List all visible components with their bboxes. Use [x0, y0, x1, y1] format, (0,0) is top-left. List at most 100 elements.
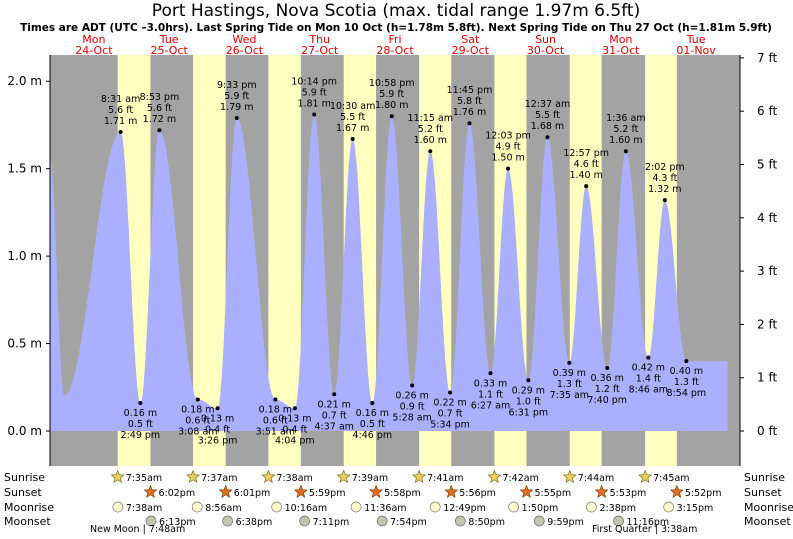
tide-label: 1.76 m: [453, 107, 486, 118]
tide-label: 1.67 m: [336, 123, 369, 134]
tide-label: 1.71 m: [104, 116, 137, 127]
day-date: 27-Oct: [301, 44, 339, 57]
day-name: Fri: [388, 33, 401, 46]
sunset-icon: [218, 484, 233, 498]
low-tide-point: [488, 371, 493, 376]
tide-label: 0.16 m: [356, 408, 389, 419]
tide-label: 8:53 pm: [140, 92, 180, 103]
high-tide-point: [118, 129, 123, 134]
tide-label: 0.6 ft: [263, 416, 288, 427]
tide-label: 3:51 am: [256, 427, 295, 438]
tide-label: 6:27 am: [471, 400, 510, 411]
tide-label: 0.40 m: [670, 366, 703, 377]
sunset-icon: [293, 484, 308, 498]
tide-label: 0.36 m: [591, 373, 624, 384]
moonrise-icon: [350, 501, 362, 513]
moonset-icon: [222, 515, 233, 527]
tide-label: 4:46 pm: [352, 430, 392, 441]
tide-label: 5:28 am: [392, 413, 431, 424]
row-label-left: Moonrise: [4, 501, 54, 514]
sunset-icon: [143, 484, 158, 498]
row-label-right: Sunrise: [744, 471, 785, 484]
tide-label: 12:37 am: [525, 99, 570, 110]
tide-label: 1.80 m: [375, 100, 408, 111]
tide-label: 5.6 ft: [108, 105, 133, 116]
tide-label: 0.21 m: [317, 399, 350, 410]
tide-label: 5.9 ft: [302, 87, 327, 98]
sunset-icon: [669, 484, 684, 498]
tide-label: 0.9 ft: [400, 402, 425, 413]
astro-events: 7:35am 7:37am 7:38am 7:39am 7:41am 7:42am 7:44…: [110, 469, 722, 528]
tide-label: 1.3 ft: [557, 379, 582, 390]
tide-label: 5.5 ft: [535, 110, 560, 121]
astro-time: 9:59pm: [547, 517, 584, 528]
astro-rows: Sunrise Sunrise Sunset Sunset Moonrise Moonri…: [4, 471, 793, 528]
moonset-icon: [145, 515, 157, 527]
day-name: Wed: [232, 33, 256, 46]
row-label-left: Sunrise: [4, 471, 45, 484]
day-name: Tue: [159, 33, 179, 46]
low-tide-point: [370, 401, 375, 406]
astro-time: 5:52pm: [685, 488, 722, 499]
moonset-icon: [613, 515, 624, 527]
astro-time: 7:35am: [126, 473, 162, 484]
sunrise-icon: [487, 469, 502, 483]
tide-curve: [50, 114, 728, 431]
tide-label: 10:30 am: [330, 101, 375, 112]
tide-label: 5.2 ft: [613, 124, 638, 135]
tide-label: 0.6 ft: [185, 416, 210, 427]
astro-time: 7:11pm: [313, 517, 350, 528]
high-tide-point: [467, 121, 472, 126]
y-tick-label-ft: 4 ft: [757, 211, 777, 225]
tide-label: 0.5 ft: [360, 419, 385, 430]
astro-time: 8:56am: [205, 503, 241, 514]
astro-time: 10:16am: [285, 503, 327, 514]
tide-label: 10:58 pm: [369, 78, 415, 89]
tide-label: 12:03 pm: [485, 131, 531, 142]
tide-label: 1.68 m: [531, 121, 564, 132]
low-tide-point: [526, 378, 531, 383]
high-tide-point: [545, 135, 550, 140]
low-tide-point: [332, 392, 337, 397]
astro-time: 12:49pm: [443, 503, 486, 514]
high-tide-point: [428, 149, 433, 154]
moonrise-icon: [586, 501, 597, 513]
astro-time: 7:41am: [427, 473, 463, 484]
day-name: Thu: [308, 33, 330, 46]
tide-label: 7:40 pm: [587, 395, 627, 406]
astro-time: 5:58pm: [384, 488, 421, 499]
low-tide-point: [195, 397, 200, 402]
y-tick-label-m: 2.0 m: [7, 74, 42, 88]
low-tide-point: [646, 355, 651, 360]
tide-label: 4.6 ft: [574, 159, 599, 170]
high-tide-point: [389, 114, 394, 119]
day-name: Tue: [686, 33, 706, 46]
y-tick-label-ft: 7 ft: [757, 51, 777, 65]
astro-time: 11:36am: [364, 503, 406, 514]
row-label-right: Moonrise: [744, 501, 793, 514]
low-tide-point: [410, 383, 415, 388]
astro-time: 5:55pm: [534, 488, 571, 499]
day-date: 26-Oct: [226, 44, 264, 57]
sunrise-icon: [412, 469, 427, 483]
high-tide-point: [312, 112, 317, 117]
y-tick-label-ft: 5 ft: [757, 157, 777, 171]
day-date: 25-Oct: [151, 44, 189, 57]
tide-label: 0.26 m: [395, 391, 428, 402]
sunrise-icon: [562, 469, 577, 483]
tide-label: 0.7 ft: [438, 409, 463, 420]
tide-label: 8:54 pm: [667, 388, 707, 399]
astro-time: 7:38am: [276, 473, 312, 484]
high-tide-point: [506, 166, 511, 171]
y-tick-label-m: 1.5 m: [7, 162, 42, 176]
tide-labels: 8:31 am5.6 ft1.71 m0.16 m0.5 ft2:49 pm8:…: [101, 76, 706, 446]
low-tide-point: [567, 360, 572, 365]
sunset-icon: [519, 484, 534, 498]
astro-time: 6:02pm: [158, 488, 195, 499]
tide-label: 0.42 m: [632, 363, 665, 374]
tide-label: 1.1 ft: [478, 389, 503, 400]
high-tide-point: [623, 149, 628, 154]
row-label-right: Moonset: [744, 515, 791, 528]
tide-label: 9:33 pm: [217, 80, 257, 91]
